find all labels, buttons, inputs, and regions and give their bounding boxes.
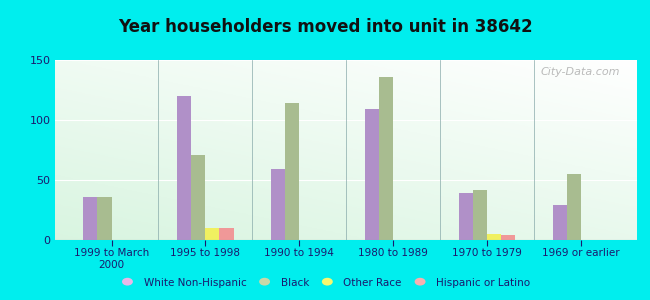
Bar (220, 228, 233, 240)
Bar (487, 234, 501, 240)
Bar (191, 155, 205, 240)
Bar (459, 193, 473, 240)
Text: City-Data.com: City-Data.com (540, 67, 619, 77)
Bar (83, 197, 98, 240)
Bar (205, 228, 220, 240)
Bar (177, 96, 191, 240)
Bar (365, 109, 379, 240)
Bar (98, 197, 112, 240)
Bar (379, 77, 393, 240)
Text: Year householders moved into unit in 38642: Year householders moved into unit in 386… (118, 18, 532, 36)
Bar (501, 235, 515, 240)
Bar (285, 103, 299, 240)
Bar (473, 190, 487, 240)
Bar (552, 205, 567, 240)
Legend: White Non-Hispanic, Black, Other Race, Hispanic or Latino: White Non-Hispanic, Black, Other Race, H… (116, 274, 534, 292)
Bar (567, 174, 580, 240)
Bar (271, 169, 285, 240)
